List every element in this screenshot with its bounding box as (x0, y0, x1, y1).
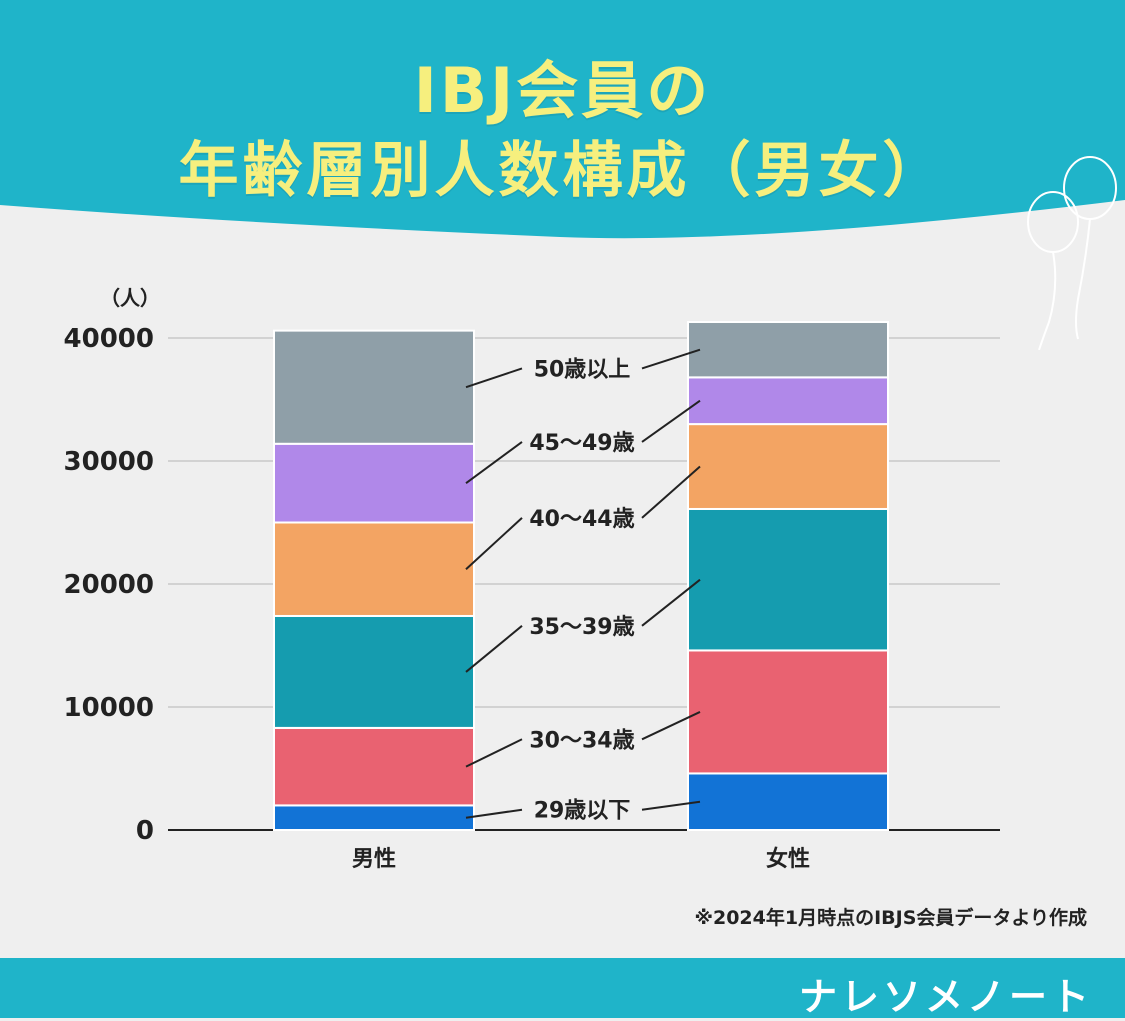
y-tick-label: 40000 (64, 324, 154, 354)
x-tick-label: 女性 (766, 846, 810, 872)
leader-line (641, 711, 701, 741)
y-tick-label: 0 (136, 816, 154, 846)
bar-segment (687, 321, 889, 379)
leader-line (465, 808, 523, 819)
bar-segment (687, 772, 889, 831)
header-background (0, 0, 1125, 239)
chart-title-line2: 年齢層別人数構成（男女） (178, 136, 947, 206)
series-label: 50歳以上 (534, 357, 631, 382)
bar-segment (273, 804, 475, 832)
series-label: 45～49歳 (529, 431, 634, 456)
footer-bar (0, 958, 1125, 1018)
leader-line (641, 800, 701, 811)
series-label: 30～34歳 (529, 728, 634, 753)
y-tick-label: 20000 (64, 570, 154, 600)
bar-segment (273, 329, 475, 445)
y-tick-label: 30000 (64, 447, 154, 477)
series-label: 35～39歳 (529, 615, 634, 640)
leader-line (465, 738, 523, 768)
series-label: 40～44歳 (529, 507, 634, 532)
leader-line (641, 399, 701, 443)
leader-line (641, 348, 701, 370)
y-tick-label: 10000 (64, 693, 154, 723)
bar-segment (687, 649, 889, 775)
leader-line (465, 625, 523, 673)
bar-segment (687, 376, 889, 426)
y-axis-label: （人） (100, 286, 160, 310)
footnote: ※2024年1月時点のIBJS会員データより作成 (694, 907, 1088, 929)
balloon-icon (1027, 156, 1117, 350)
leader-line (465, 441, 523, 484)
leader-line (641, 578, 701, 627)
bar-segment (687, 423, 889, 510)
leader-line (641, 465, 701, 519)
series-label: 29歳以下 (534, 799, 631, 824)
bar-segment (273, 442, 475, 524)
chart-title-line1: IBJ会員の (413, 54, 712, 127)
leader-line (465, 517, 523, 570)
bar-segment (273, 521, 475, 617)
bar-segment (273, 614, 475, 729)
brand-logo: ナレソメノート (798, 975, 1093, 1019)
leader-line (465, 367, 523, 389)
bar-segment (273, 726, 475, 807)
bar-segment (687, 507, 889, 652)
stacked-bar-chart: 0 10000 20000 30000 40000 29歳以下 30～34歳 35～39歳 4… (64, 286, 1000, 872)
x-tick-label: 男性 (352, 847, 396, 872)
